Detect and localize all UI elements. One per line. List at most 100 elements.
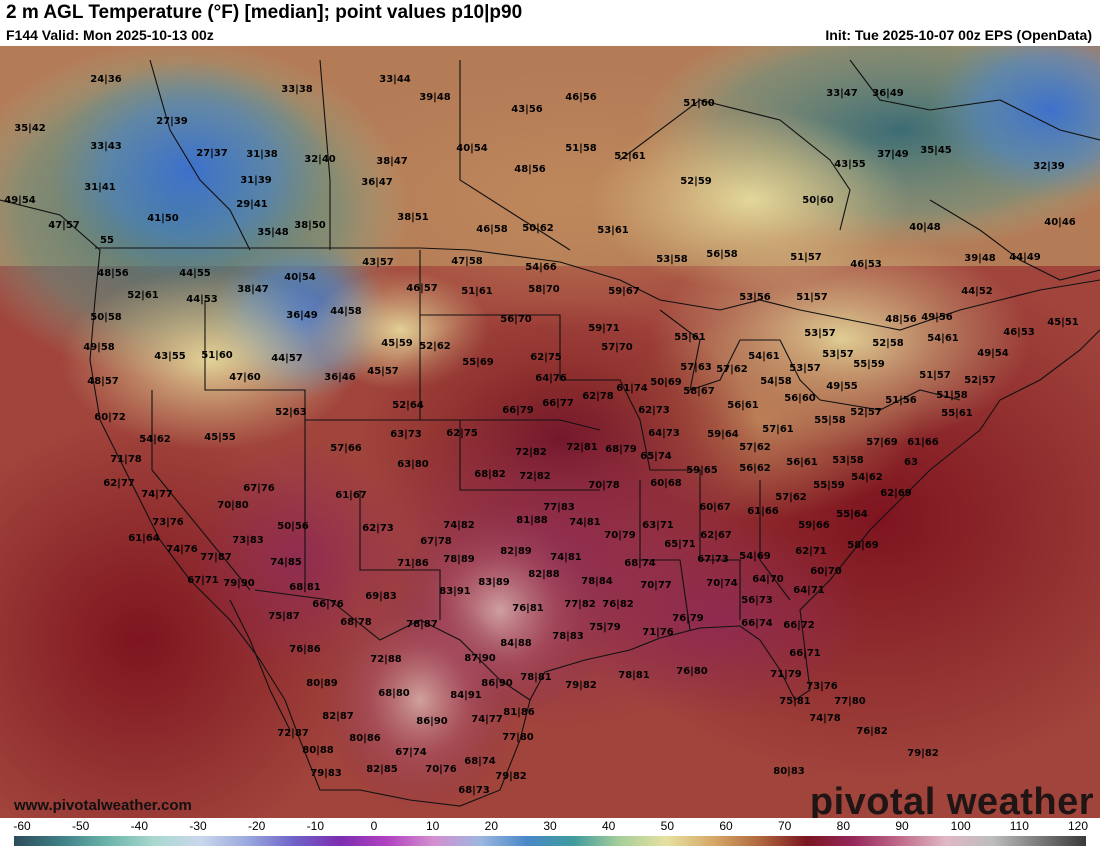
point-value: 48|56 (885, 314, 917, 325)
point-value: 40|54 (456, 143, 488, 154)
colorbar-tick-label: 40 (601, 819, 616, 833)
point-value: 61|66 (907, 437, 939, 448)
point-value: 38|51 (397, 212, 429, 223)
point-value: 36|47 (361, 177, 393, 188)
point-value: 84|91 (450, 690, 482, 701)
point-value: 68|74 (624, 558, 656, 569)
point-value: 72|82 (515, 447, 547, 458)
point-value: 86|90 (481, 678, 513, 689)
point-value: 75|87 (268, 611, 300, 622)
point-value: 56|70 (500, 314, 532, 325)
temperature-map[interactable]: 24|36 35|42 33|43 27|39 33|38 33|44 39|48 46|56… (0, 46, 1100, 818)
point-value: 38|47 (237, 284, 269, 295)
point-value: 78|84 (581, 576, 613, 587)
point-value: 50|56 (277, 521, 309, 532)
point-value: 64|70 (752, 574, 784, 585)
colorbar-tick-label: 70 (777, 819, 792, 833)
point-value: 51|58 (565, 143, 597, 154)
point-value: 62|75 (530, 352, 562, 363)
colorbar-tick-label: 30 (543, 819, 557, 833)
point-value: 60|70 (810, 566, 842, 577)
point-value: 83|89 (478, 577, 510, 588)
point-value: 53|58 (832, 455, 864, 466)
colorbar-tick-label: -10 (306, 819, 324, 833)
point-value: 52|61 (127, 290, 159, 301)
point-value: 76|82 (602, 599, 634, 610)
point-value: 71|76 (642, 627, 674, 638)
point-value: 72|82 (519, 471, 551, 482)
colorbar-tick-label: 120 (1067, 819, 1089, 833)
point-value: 68|81 (289, 582, 321, 593)
website-label: www.pivotalweather.com (14, 797, 192, 814)
point-value: 33|43 (90, 141, 122, 152)
point-value: 79|82 (565, 680, 597, 691)
point-value: 52|63 (275, 407, 307, 418)
point-value: 78|81 (520, 672, 552, 683)
point-value: 47|58 (451, 256, 483, 267)
point-value: 59|65 (686, 465, 718, 476)
colorbar-tick-label: 110 (1009, 819, 1029, 833)
point-value: 59|67 (608, 286, 640, 297)
point-value: 49|56 (921, 312, 953, 323)
point-value: 57|66 (330, 443, 362, 454)
point-value: 63|71 (642, 520, 674, 531)
point-value: 49|54 (977, 348, 1009, 359)
point-value: 62|75 (446, 428, 478, 439)
point-value: 52|58 (872, 338, 904, 349)
point-value: 75|81 (779, 696, 811, 707)
colorbar-tick-label: -50 (71, 819, 90, 833)
colorbar-ticks: -60 -50 -40 -30 -20 -10 0 10 20 30 40 50 60 70 80 90 100… (0, 818, 1100, 834)
point-value: 51|58 (936, 390, 968, 401)
point-value: 53|61 (597, 225, 629, 236)
point-value: 29|41 (236, 199, 268, 210)
point-value: 60|67 (699, 502, 731, 513)
point-value: 52|62 (419, 341, 451, 352)
point-value: 40|54 (284, 272, 316, 283)
point-value: 67|71 (187, 575, 219, 586)
point-value: 70|80 (217, 500, 249, 511)
point-value: 67|74 (395, 747, 427, 758)
point-value: 44|52 (961, 286, 993, 297)
point-value: 48|56 (514, 164, 546, 175)
point-value: 72|81 (566, 442, 598, 453)
point-value: 77|82 (564, 599, 596, 610)
point-value: 61|64 (128, 533, 160, 544)
point-value: 58|70 (528, 284, 560, 295)
point-value: 36|49 (872, 88, 904, 99)
point-value: 53|56 (739, 292, 771, 303)
point-value: 86|90 (416, 716, 448, 727)
point-value: 74|77 (471, 714, 503, 725)
point-value: 77|80 (502, 732, 534, 743)
point-value: 53|58 (656, 254, 688, 265)
point-value: 52|57 (850, 407, 882, 418)
point-value: 63|73 (390, 429, 422, 440)
point-value: 32|40 (304, 154, 336, 165)
map-canvas: 24|36 35|42 33|43 27|39 33|38 33|44 39|48 46|56… (0, 46, 1100, 818)
point-value: 70|78 (588, 480, 620, 491)
point-value: 80|83 (773, 766, 805, 777)
point-value: 66|74 (741, 618, 773, 629)
point-value: 54|61 (927, 333, 959, 344)
point-value: 35|48 (257, 227, 289, 238)
map-title: 2 m AGL Temperature (°F) [median]; point… (6, 2, 523, 23)
point-value: 80|89 (306, 678, 338, 689)
point-value: 70|79 (604, 530, 636, 541)
point-value: 76|80 (676, 666, 708, 677)
point-value: 44|58 (330, 306, 362, 317)
point-value: 60|68 (650, 478, 682, 489)
point-value: 56|60 (784, 393, 816, 404)
point-value: 55|64 (836, 509, 868, 520)
point-value: 84|88 (500, 638, 532, 649)
point-value: 57|69 (866, 437, 898, 448)
colorbar-tick-label: -30 (189, 819, 207, 833)
point-value: 56|58 (706, 249, 738, 260)
point-value: 79|82 (907, 748, 939, 759)
point-value: 71|86 (397, 558, 429, 569)
point-value: 73|83 (232, 535, 264, 546)
point-value: 55|59 (853, 359, 885, 370)
point-value: 80|86 (349, 733, 381, 744)
point-value: 79|90 (223, 578, 255, 589)
point-values-layer: 24|36 35|42 33|43 27|39 33|38 33|44 39|48 46|56… (4, 74, 1079, 796)
point-value: 51|60 (683, 98, 715, 109)
point-value: 51|61 (461, 286, 493, 297)
